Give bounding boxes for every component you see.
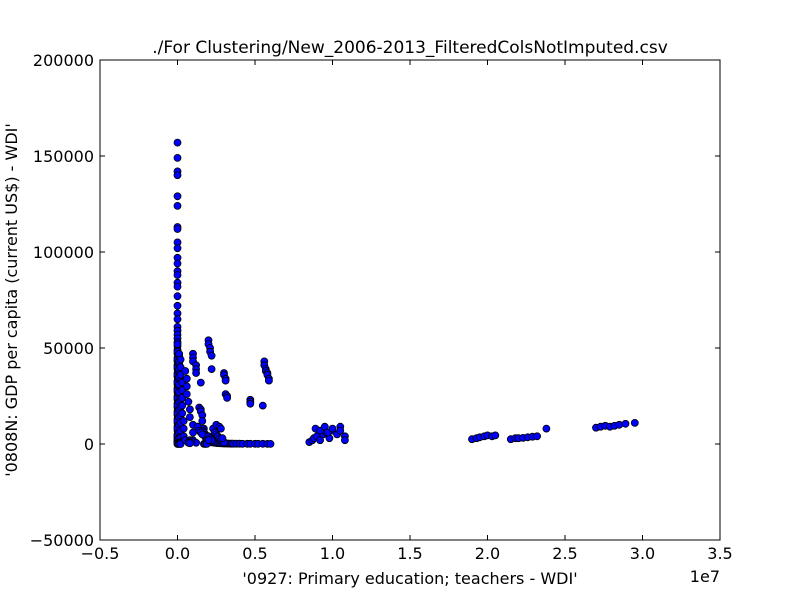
data-point <box>216 424 225 433</box>
data-point <box>178 401 187 410</box>
x-axis-offset-label: 1e7 <box>690 567 720 586</box>
data-point <box>173 225 182 233</box>
data-point <box>192 369 201 377</box>
data-point <box>218 434 227 443</box>
data-point <box>179 424 188 433</box>
y-axis-label: '0808N: GDP per capita (current US$) - W… <box>2 123 21 477</box>
x-tick-label: 0.5 <box>242 544 267 563</box>
x-tick-label: 1.5 <box>397 544 422 563</box>
data-point <box>182 390 191 399</box>
data-point <box>185 405 194 414</box>
y-tick-label: 200000 <box>33 51 94 70</box>
y-axis-ticks: −50000 0 50000 100000 150000 200000 <box>30 51 720 550</box>
data-point <box>173 259 182 268</box>
y-tick-label: 100000 <box>33 243 94 262</box>
x-tick-label: 2.0 <box>475 544 500 563</box>
data-point <box>246 399 255 408</box>
data-point <box>630 418 639 427</box>
data-point <box>173 301 182 310</box>
data-point <box>173 171 182 180</box>
chart-title: ./For Clustering/New_2006-2013_FilteredC… <box>152 38 668 58</box>
data-point <box>176 355 185 364</box>
data-point <box>266 439 275 448</box>
x-axis-label: '0927: Primary education; teachers - WDI… <box>242 569 577 588</box>
y-tick-label: −50000 <box>30 531 94 550</box>
data-point <box>542 424 551 433</box>
data-point <box>181 367 190 375</box>
data-point <box>182 374 191 383</box>
x-tick-label: 0.0 <box>165 544 190 563</box>
data-point <box>173 340 182 349</box>
data-point <box>173 201 182 210</box>
data-point <box>179 417 188 425</box>
y-tick-label: 50000 <box>43 339 94 358</box>
data-point <box>178 409 187 418</box>
x-axis-ticks: −0.5 0.0 0.5 1.0 1.5 2.0 2.5 3.0 3.5 <box>81 60 733 563</box>
data-point <box>328 424 337 433</box>
plot-area <box>99 59 721 541</box>
data-point <box>185 413 194 422</box>
data-point <box>173 138 182 147</box>
data-point <box>621 419 630 428</box>
data-point <box>173 153 182 162</box>
data-point <box>182 382 191 391</box>
data-point <box>173 292 182 301</box>
x-tick-label: 3.5 <box>707 544 732 563</box>
data-point <box>185 439 194 448</box>
data-point <box>173 271 182 279</box>
data-point <box>173 282 182 291</box>
data-points <box>173 138 639 448</box>
x-tick-label: 3.0 <box>630 544 655 563</box>
data-point <box>196 378 205 387</box>
x-tick-label: −0.5 <box>81 544 120 563</box>
data-point <box>173 315 182 324</box>
data-point <box>533 432 541 441</box>
data-point <box>340 436 349 445</box>
x-tick-label: 2.5 <box>552 544 577 563</box>
data-point <box>258 401 267 410</box>
axes-frame <box>99 59 721 541</box>
data-point <box>491 431 500 440</box>
data-point <box>173 244 182 253</box>
data-point <box>207 351 216 360</box>
data-point <box>204 436 213 445</box>
data-point <box>207 365 216 374</box>
data-point <box>223 393 232 402</box>
data-point <box>221 376 230 385</box>
data-point <box>264 376 273 385</box>
data-point <box>184 397 193 406</box>
data-point <box>173 192 182 201</box>
x-tick-label: 1.0 <box>320 544 345 563</box>
y-tick-label: 150000 <box>33 147 94 166</box>
data-point <box>198 417 207 425</box>
y-tick-label: 0 <box>84 435 94 454</box>
data-point <box>336 426 345 435</box>
